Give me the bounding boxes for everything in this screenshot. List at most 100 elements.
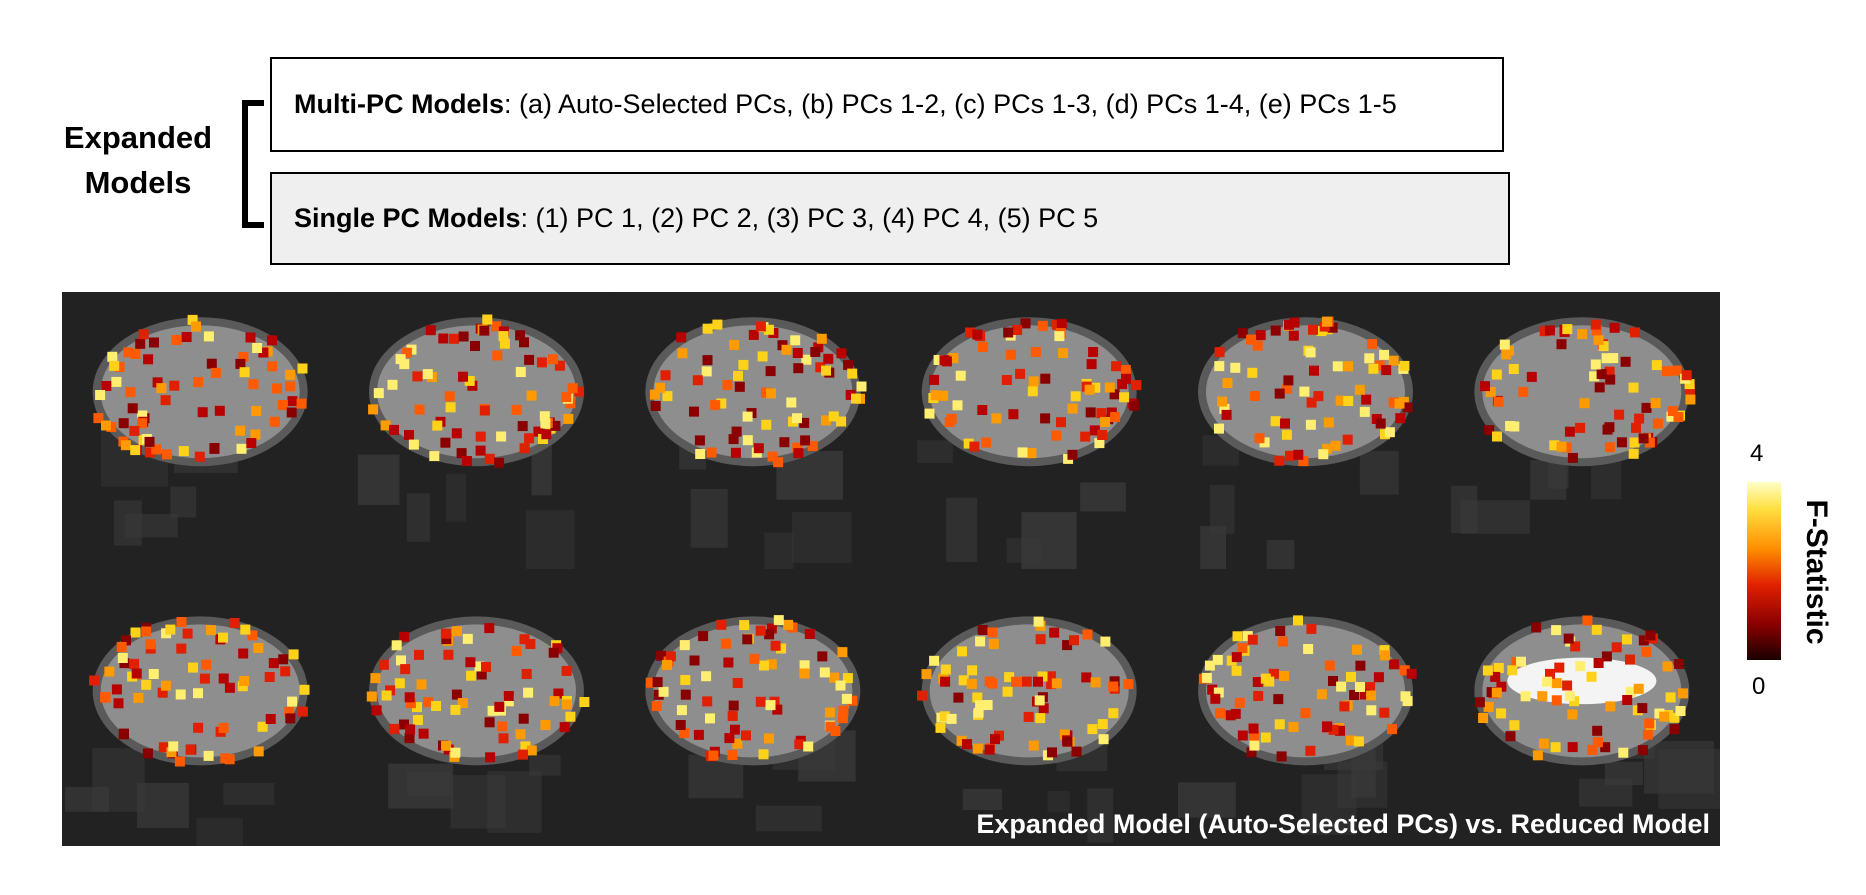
f-statistic-voxel [1120,365,1131,375]
f-statistic-voxel [422,369,433,380]
f-statistic-voxel [199,673,210,684]
f-statistic-voxel [660,370,671,381]
f-statistic-voxel [1090,677,1101,688]
f-statistic-voxel [456,448,467,459]
f-statistic-voxel [484,623,495,634]
f-statistic-voxel [962,739,972,750]
f-statistic-voxel [1084,384,1095,395]
f-statistic-voxel [1381,365,1392,376]
f-statistic-voxel [567,383,578,394]
f-statistic-voxel [404,430,414,440]
f-statistic-voxel [118,418,129,429]
f-statistic-voxel [1567,452,1578,463]
f-statistic-voxel [1366,705,1377,716]
f-statistic-voxel [1402,696,1413,707]
f-statistic-voxel [739,620,750,631]
background-tissue [1530,460,1567,500]
f-statistic-voxel [250,429,261,440]
f-statistic-voxel [111,684,122,695]
f-statistic-voxel [414,649,424,660]
f-statistic-voxel [561,699,572,710]
f-statistic-voxel [1332,361,1343,372]
f-statistic-voxel [1591,325,1602,336]
f-statistic-voxel [218,632,228,643]
f-statistic-voxel [645,677,656,688]
f-statistic-voxel [1040,373,1051,384]
f-statistic-voxel [1219,403,1230,414]
f-statistic-voxel [836,416,847,427]
f-statistic-voxel [239,676,250,686]
f-statistic-voxel [1532,750,1543,761]
f-statistic-voxel [941,356,952,367]
f-statistic-voxel [766,623,777,634]
f-statistic-voxel [758,749,769,760]
f-statistic-voxel [1605,701,1616,712]
f-statistic-voxel [465,657,476,668]
f-statistic-voxel [1250,391,1260,401]
f-statistic-voxel [1520,691,1531,702]
f-statistic-voxel [1255,330,1266,341]
f-statistic-voxel [1288,330,1299,341]
f-statistic-voxel [197,407,208,418]
f-statistic-voxel [929,655,940,666]
f-statistic-voxel [258,347,269,358]
f-statistic-voxel [494,457,505,468]
f-statistic-voxel [1360,689,1370,700]
f-statistic-voxel [1609,322,1620,333]
f-statistic-voxel [1040,413,1051,424]
f-statistic-voxel [458,371,468,382]
f-statistic-voxel [1097,430,1108,440]
f-statistic-voxel [1285,450,1295,461]
background-tissue [946,497,978,562]
f-statistic-voxel [1259,437,1270,448]
f-statistic-voxel [680,675,691,685]
f-statistic-voxel [175,689,186,700]
f-statistic-voxel [1625,654,1635,665]
f-statistic-voxel [503,691,514,701]
f-statistic-voxel [1067,449,1078,460]
f-statistic-voxel [1108,681,1119,692]
f-statistic-voxel [823,353,834,364]
f-statistic-voxel [948,353,959,364]
f-statistic-voxel [1622,634,1632,645]
f-statistic-voxel [563,413,574,424]
f-statistic-voxel [702,323,713,334]
f-statistic-voxel [1108,708,1119,719]
f-statistic-voxel [515,367,526,377]
f-statistic-voxel [1491,369,1502,380]
f-statistic-voxel [389,424,399,435]
f-statistic-voxel [380,420,391,431]
f-statistic-voxel [191,321,201,332]
f-statistic-voxel [792,348,803,358]
f-statistic-voxel [1628,448,1639,459]
colorbar-title: F-Statistic [1800,499,1833,645]
f-statistic-voxel [837,647,848,658]
f-statistic-voxel [1059,729,1070,740]
f-statistic-voxel [701,671,712,682]
f-statistic-voxel [940,676,951,687]
background-tissue [690,488,728,548]
f-statistic-voxel [494,701,505,712]
f-statistic-voxel [1049,627,1060,638]
f-statistic-voxel [1641,646,1652,657]
f-statistic-voxel [503,696,514,707]
f-statistic-voxel [1117,379,1128,390]
f-statistic-voxel [127,403,138,414]
f-statistic-voxel [689,655,700,666]
f-statistic-voxel [1644,718,1655,729]
f-statistic-voxel [101,420,111,431]
f-statistic-voxel [119,658,130,669]
f-statistic-voxel [729,724,740,735]
f-statistic-voxel [1254,433,1265,444]
f-statistic-voxel [847,368,858,379]
f-statistic-voxel [1129,400,1140,411]
f-statistic-voxel [1237,730,1248,741]
f-statistic-voxel [237,681,248,692]
f-statistic-voxel [1373,672,1384,683]
f-statistic-voxel [1346,671,1356,682]
f-statistic-voxel [665,651,676,662]
f-statistic-voxel [1343,396,1354,406]
f-statistic-voxel [526,745,537,756]
f-statistic-voxel [969,441,980,452]
f-statistic-voxel [1289,317,1300,328]
